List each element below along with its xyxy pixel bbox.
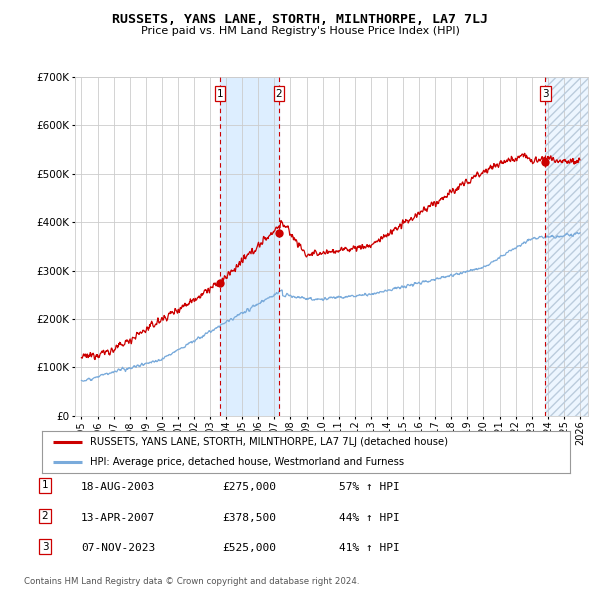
Text: 13-APR-2007: 13-APR-2007 (81, 513, 155, 523)
Text: 07-NOV-2023: 07-NOV-2023 (81, 543, 155, 553)
Text: RUSSETS, YANS LANE, STORTH, MILNTHORPE, LA7 7LJ: RUSSETS, YANS LANE, STORTH, MILNTHORPE, … (112, 13, 488, 26)
Text: 41% ↑ HPI: 41% ↑ HPI (339, 543, 400, 553)
Text: 1: 1 (217, 88, 223, 99)
Text: £378,500: £378,500 (222, 513, 276, 523)
Text: 18-AUG-2003: 18-AUG-2003 (81, 482, 155, 492)
Text: Price paid vs. HM Land Registry's House Price Index (HPI): Price paid vs. HM Land Registry's House … (140, 26, 460, 36)
Text: 1: 1 (41, 480, 49, 490)
Text: 2: 2 (41, 511, 49, 521)
Bar (220, 77, 279, 416)
Text: 3: 3 (41, 542, 49, 552)
Text: £275,000: £275,000 (222, 482, 276, 492)
Bar (545, 77, 588, 416)
Text: 44% ↑ HPI: 44% ↑ HPI (339, 513, 400, 523)
Text: Contains HM Land Registry data © Crown copyright and database right 2024.: Contains HM Land Registry data © Crown c… (24, 577, 359, 586)
Text: HPI: Average price, detached house, Westmorland and Furness: HPI: Average price, detached house, West… (89, 457, 404, 467)
Text: 57% ↑ HPI: 57% ↑ HPI (339, 482, 400, 492)
Text: £525,000: £525,000 (222, 543, 276, 553)
Text: 3: 3 (542, 88, 548, 99)
Bar (545, 77, 588, 416)
Text: 2: 2 (275, 88, 282, 99)
Text: RUSSETS, YANS LANE, STORTH, MILNTHORPE, LA7 7LJ (detached house): RUSSETS, YANS LANE, STORTH, MILNTHORPE, … (89, 437, 448, 447)
